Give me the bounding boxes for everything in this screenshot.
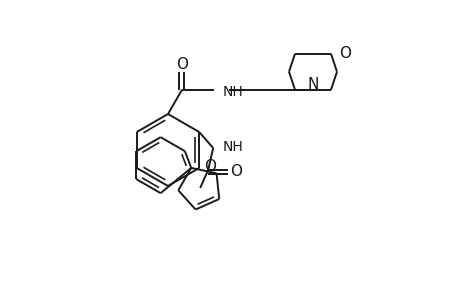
Text: N: N (307, 77, 318, 92)
Text: O: O (176, 57, 188, 72)
Text: NH: NH (222, 140, 242, 154)
Text: NH: NH (223, 85, 243, 99)
Text: O: O (204, 159, 216, 174)
Text: O: O (338, 46, 350, 61)
Text: O: O (230, 164, 241, 179)
